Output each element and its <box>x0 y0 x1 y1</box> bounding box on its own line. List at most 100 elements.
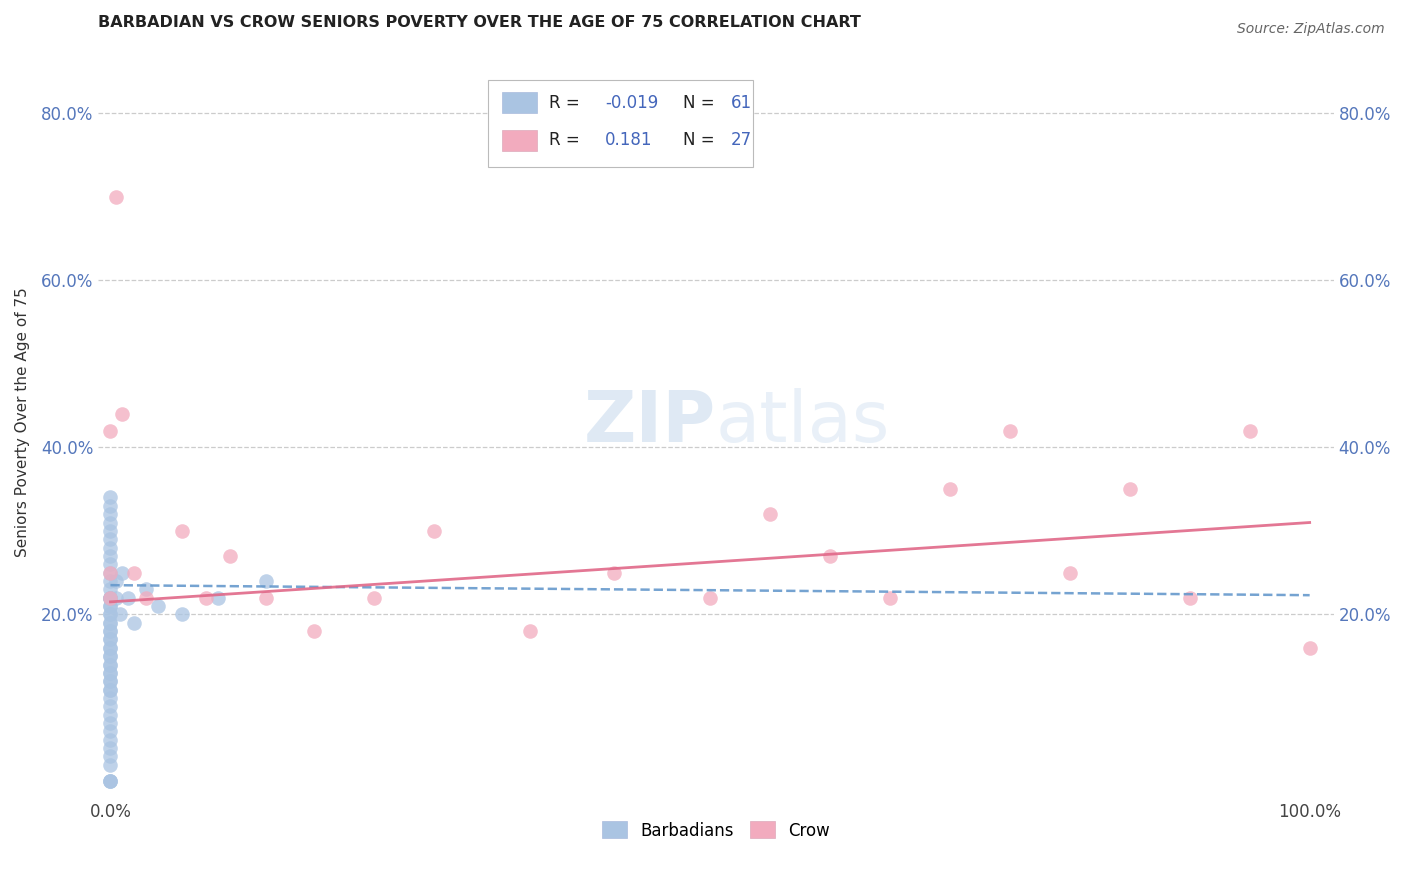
Point <box>135 591 157 605</box>
Point <box>100 690 122 705</box>
Point <box>100 533 122 547</box>
Point <box>100 649 122 664</box>
Point <box>100 566 122 580</box>
Point <box>939 482 962 496</box>
Point <box>100 591 122 605</box>
Point <box>100 558 122 572</box>
FancyBboxPatch shape <box>502 92 537 113</box>
Point <box>100 632 122 647</box>
Point <box>195 591 218 605</box>
Text: atlas: atlas <box>716 388 890 457</box>
Point <box>100 749 122 764</box>
Point <box>100 757 122 772</box>
Legend: Barbadians, Crow: Barbadians, Crow <box>595 814 837 847</box>
Point <box>100 607 122 622</box>
Point <box>100 507 122 521</box>
Text: N =: N = <box>683 94 720 112</box>
Point <box>1239 424 1261 438</box>
Point <box>100 665 122 680</box>
Point <box>100 640 122 655</box>
Point <box>100 774 122 789</box>
Point <box>100 774 122 789</box>
Text: N =: N = <box>683 131 720 149</box>
Text: Source: ZipAtlas.com: Source: ZipAtlas.com <box>1237 22 1385 37</box>
Point <box>100 724 122 739</box>
Point <box>100 516 122 530</box>
Point <box>100 591 122 605</box>
Point <box>124 615 146 630</box>
Point <box>100 665 122 680</box>
Point <box>100 599 122 613</box>
Point <box>879 591 901 605</box>
Point <box>100 615 122 630</box>
Point <box>759 507 782 521</box>
Point <box>108 607 131 622</box>
Point <box>1119 482 1142 496</box>
Point <box>100 599 122 613</box>
Point <box>100 524 122 538</box>
Text: ZIP: ZIP <box>583 388 716 457</box>
Point <box>111 566 134 580</box>
Point <box>100 699 122 714</box>
FancyBboxPatch shape <box>488 80 754 167</box>
Point <box>100 566 122 580</box>
Point <box>100 741 122 756</box>
Point <box>998 424 1021 438</box>
Point <box>100 632 122 647</box>
Text: 27: 27 <box>731 131 752 149</box>
Point <box>363 591 385 605</box>
Point <box>100 674 122 689</box>
Point <box>124 566 146 580</box>
Text: BARBADIAN VS CROW SENIORS POVERTY OVER THE AGE OF 75 CORRELATION CHART: BARBADIAN VS CROW SENIORS POVERTY OVER T… <box>98 15 862 30</box>
Point <box>100 491 122 505</box>
Point <box>100 549 122 563</box>
Point <box>304 624 326 639</box>
Point <box>111 407 134 421</box>
Point <box>100 615 122 630</box>
Point <box>172 607 194 622</box>
Point <box>100 624 122 639</box>
Point <box>100 591 122 605</box>
Point <box>254 591 277 605</box>
Point <box>100 541 122 555</box>
Point <box>100 707 122 722</box>
Point <box>100 499 122 513</box>
Point <box>105 574 128 588</box>
Point <box>100 649 122 664</box>
Y-axis label: Seniors Poverty Over the Age of 75: Seniors Poverty Over the Age of 75 <box>15 287 30 558</box>
Point <box>100 591 122 605</box>
Point <box>172 524 194 538</box>
Point <box>100 732 122 747</box>
Point <box>1059 566 1081 580</box>
Text: R =: R = <box>550 94 585 112</box>
Point <box>100 657 122 672</box>
Point <box>100 657 122 672</box>
Point <box>207 591 229 605</box>
Point <box>100 774 122 789</box>
Point <box>105 591 128 605</box>
Point <box>699 591 721 605</box>
Text: R =: R = <box>550 131 585 149</box>
Point <box>100 424 122 438</box>
Point <box>818 549 841 563</box>
Point <box>135 582 157 597</box>
Point <box>105 190 128 204</box>
Text: 61: 61 <box>731 94 752 112</box>
Point <box>100 607 122 622</box>
Point <box>100 624 122 639</box>
Point <box>148 599 170 613</box>
Point <box>100 674 122 689</box>
Point <box>117 591 139 605</box>
Point <box>100 682 122 697</box>
Point <box>100 682 122 697</box>
Point <box>100 582 122 597</box>
Point <box>100 716 122 731</box>
Text: 0.181: 0.181 <box>605 131 652 149</box>
Point <box>423 524 446 538</box>
Point <box>603 566 626 580</box>
FancyBboxPatch shape <box>502 130 537 151</box>
Point <box>100 591 122 605</box>
Point <box>100 574 122 588</box>
Point <box>100 640 122 655</box>
Point <box>519 624 541 639</box>
